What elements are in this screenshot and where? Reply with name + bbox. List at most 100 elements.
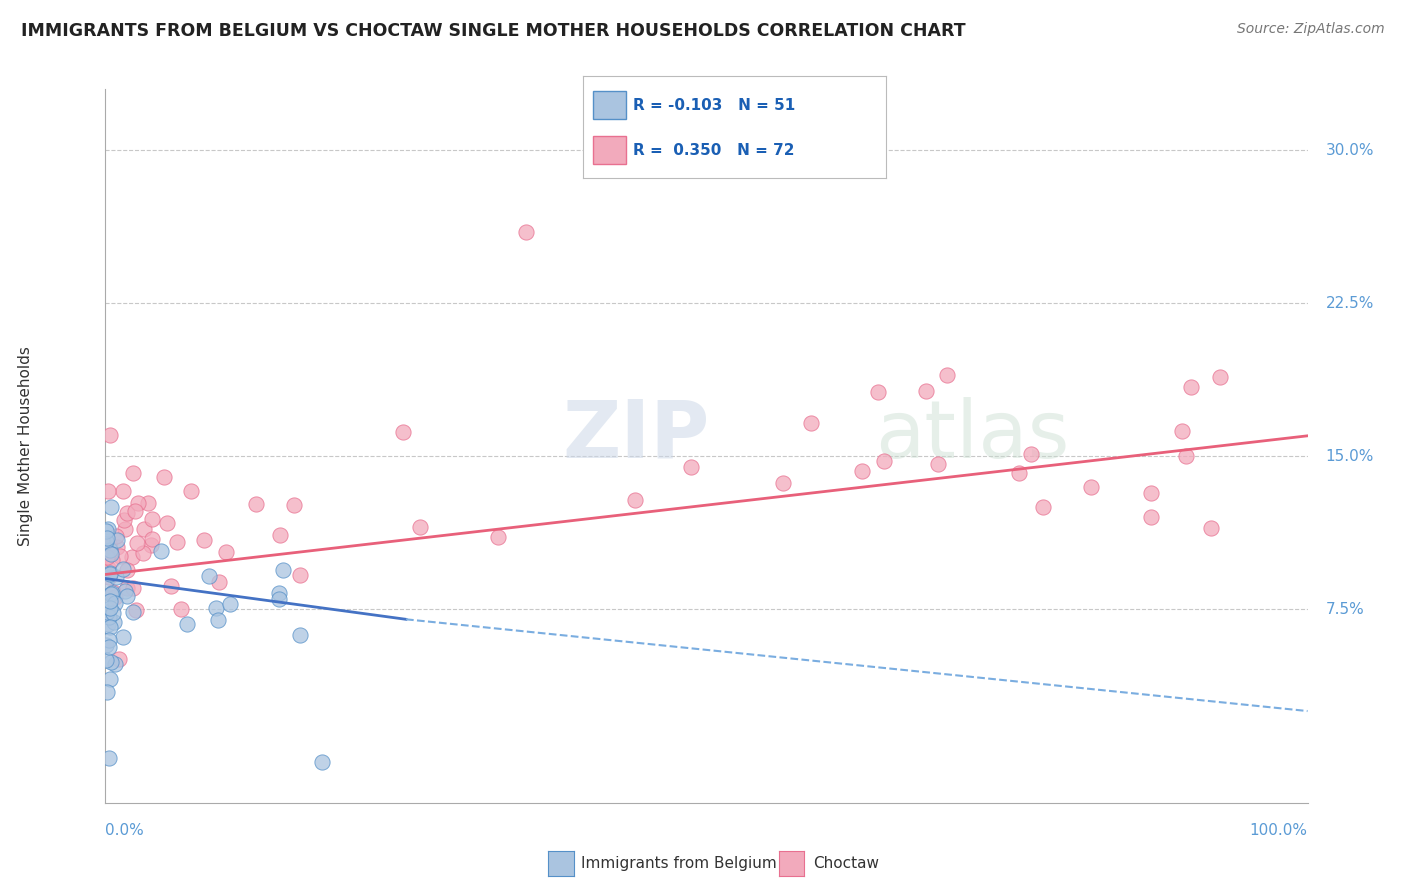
Point [125,536,148,550]
Point [97,560,120,574]
Text: R = -0.103   N = 51: R = -0.103 N = 51 [633,98,796,112]
Point [100,656,122,670]
Text: R =  0.350   N = 72: R = 0.350 N = 72 [633,143,794,158]
Text: 7.5%: 7.5% [1326,601,1364,616]
Point [100,587,122,601]
Point [768,112,790,127]
Point [111,562,134,576]
Point [112,513,135,527]
Point [391,425,413,439]
Point [122,605,145,619]
Point [141,511,163,525]
Point [111,630,134,644]
Point [132,522,155,536]
Bar [592,136,626,164]
Point [150,543,173,558]
Text: Immigrants from Belgium: Immigrants from Belgium [581,856,776,871]
Point [915,384,938,398]
Point [800,416,823,430]
Bar [592,91,626,120]
Point [245,497,267,511]
Point [215,545,238,559]
Point [288,627,311,641]
Point [1140,485,1163,500]
Point [1080,480,1102,494]
Point [121,549,143,564]
Point [283,498,305,512]
Text: 22.5%: 22.5% [1326,296,1374,310]
Point [105,540,128,554]
Point [409,520,432,534]
Point [111,484,134,499]
Point [936,368,959,382]
Point [515,225,537,239]
Point [125,603,148,617]
Point [1019,447,1042,461]
Point [166,535,188,549]
Text: 0.0%: 0.0% [105,823,145,838]
Point [97,633,120,648]
Point [1208,369,1230,384]
Point [851,464,873,478]
Point [290,568,312,582]
Point [97,522,120,536]
Point [139,538,162,552]
Point [97,537,120,551]
Text: Choctaw: Choctaw [813,856,879,871]
Point [1171,425,1194,439]
Point [114,584,136,599]
Text: 30.0%: 30.0% [1326,143,1374,158]
Point [117,563,139,577]
Point [98,427,121,442]
Text: 100.0%: 100.0% [1250,823,1308,838]
Point [105,533,128,547]
Point [1032,500,1054,515]
Point [105,570,128,584]
Point [98,751,121,765]
Point [101,553,124,567]
Point [115,506,138,520]
Point [1140,510,1163,524]
Point [108,652,131,666]
Point [114,522,136,536]
Point [170,601,193,615]
Point [104,657,127,672]
Point [269,591,291,606]
Point [160,578,183,592]
Text: 15.0%: 15.0% [1326,449,1374,464]
Point [103,607,125,621]
Point [271,562,294,576]
Point [127,496,149,510]
Point [132,546,155,560]
Point [100,542,122,557]
Text: Single Mother Households: Single Mother Households [18,346,32,546]
Point [141,533,163,547]
Point [100,672,122,686]
Text: Source: ZipAtlas.com: Source: ZipAtlas.com [1237,22,1385,37]
Point [486,530,509,544]
Text: ZIP: ZIP [562,397,710,475]
Point [1008,466,1031,480]
Point [96,549,118,564]
Point [97,640,120,654]
Point [94,524,117,538]
Point [103,615,125,630]
Point [208,574,231,589]
Point [180,483,202,498]
Point [108,549,131,563]
Point [124,504,146,518]
Point [311,755,333,769]
Point [153,470,176,484]
Point [96,605,118,619]
Point [100,546,122,560]
Point [96,653,118,667]
Point [97,483,120,498]
Point [866,385,889,400]
Point [193,533,215,548]
Point [204,600,226,615]
Point [100,547,122,561]
Point [772,475,794,490]
Point [927,458,949,472]
Text: atlas: atlas [875,397,1069,475]
Point [122,466,145,480]
